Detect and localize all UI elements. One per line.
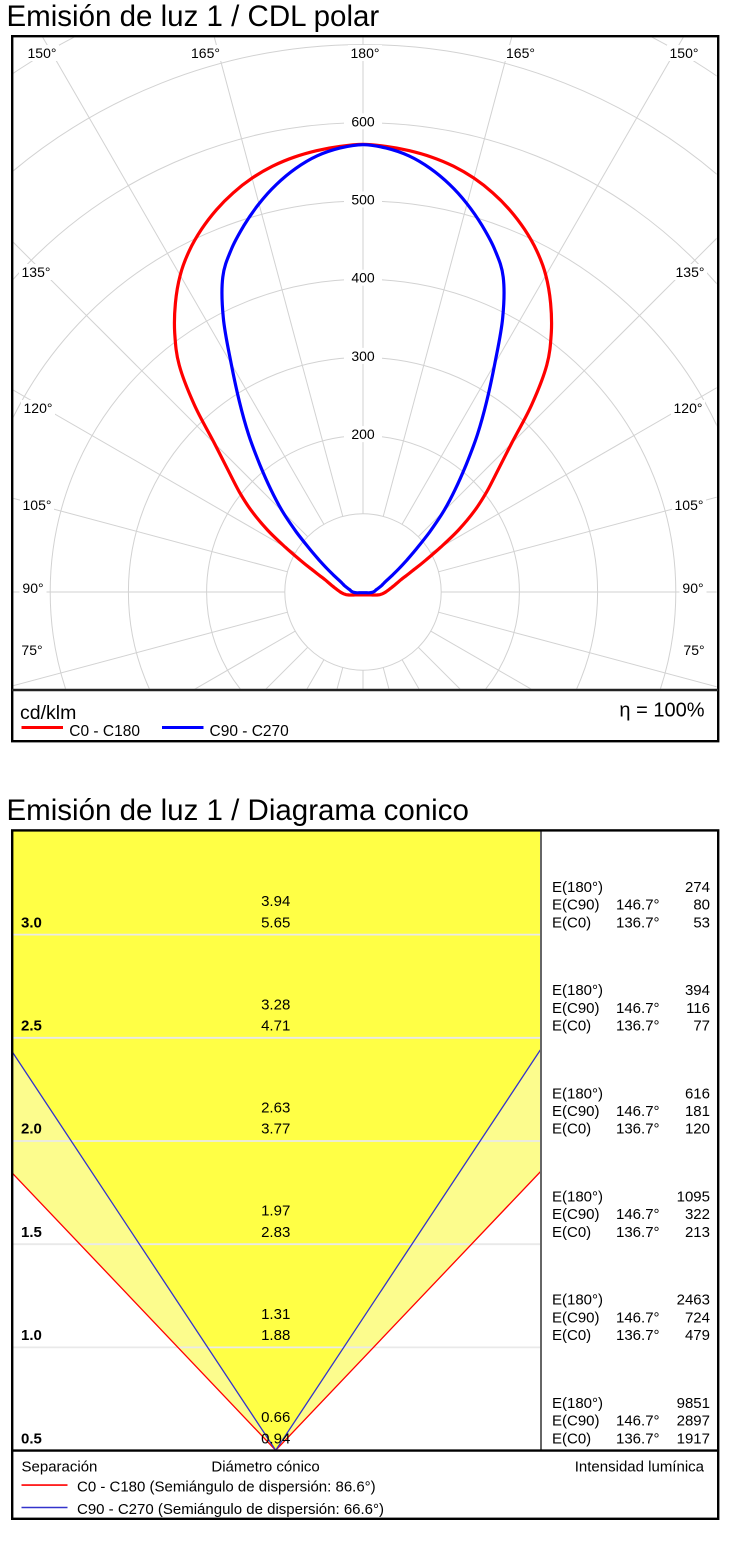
svg-text:394: 394 [685, 982, 710, 999]
svg-text:1917: 1917 [677, 1430, 710, 1447]
svg-text:180°: 180° [351, 45, 380, 61]
svg-text:C0 - C180 (Semiángulo de dispe: C0 - C180 (Semiángulo de dispersión: 86.… [77, 1478, 376, 1495]
svg-text:135°: 135° [22, 264, 51, 280]
svg-text:322: 322 [685, 1206, 710, 1223]
svg-text:E(C90): E(C90) [552, 1413, 600, 1430]
svg-text:2897: 2897 [677, 1413, 710, 1430]
svg-text:146.7°: 146.7° [616, 1000, 660, 1017]
svg-text:1.5: 1.5 [21, 1224, 42, 1241]
svg-text:E(C90): E(C90) [552, 897, 600, 914]
svg-text:1.0: 1.0 [21, 1327, 42, 1344]
svg-text:2.83: 2.83 [261, 1224, 290, 1241]
svg-text:C90 - C270 (Semiángulo de disp: C90 - C270 (Semiángulo de dispersión: 66… [77, 1501, 384, 1518]
svg-text:136.7°: 136.7° [616, 1224, 660, 1241]
svg-text:77: 77 [693, 1018, 710, 1035]
svg-text:136.7°: 136.7° [616, 1121, 660, 1138]
svg-text:80: 80 [693, 897, 710, 914]
svg-text:136.7°: 136.7° [616, 914, 660, 931]
svg-text:274: 274 [685, 879, 710, 896]
svg-text:120°: 120° [674, 400, 703, 416]
svg-text:E(180°): E(180°) [552, 1189, 603, 1206]
svg-text:Diámetro cónico: Diámetro cónico [211, 1459, 319, 1476]
svg-text:E(C0): E(C0) [552, 1430, 591, 1447]
svg-text:200: 200 [351, 426, 375, 442]
svg-text:75°: 75° [21, 642, 42, 658]
svg-text:E(180°): E(180°) [552, 1292, 603, 1309]
svg-text:146.7°: 146.7° [616, 897, 660, 914]
svg-text:2463: 2463 [677, 1292, 710, 1309]
svg-text:136.7°: 136.7° [616, 1018, 660, 1035]
svg-text:E(C0): E(C0) [552, 1224, 591, 1241]
svg-text:135°: 135° [676, 264, 705, 280]
svg-text:E(C0): E(C0) [552, 1121, 591, 1138]
svg-text:E(C90): E(C90) [552, 1309, 600, 1326]
svg-text:3.0: 3.0 [21, 914, 42, 931]
svg-text:E(C90): E(C90) [552, 1103, 600, 1120]
svg-text:479: 479 [685, 1327, 710, 1344]
svg-text:120: 120 [685, 1121, 710, 1138]
svg-text:150°: 150° [28, 45, 57, 61]
svg-text:1.97: 1.97 [261, 1203, 290, 1220]
svg-text:600: 600 [351, 113, 375, 129]
svg-text:9851: 9851 [677, 1395, 710, 1412]
svg-text:C0 - C180: C0 - C180 [69, 723, 140, 740]
svg-text:5.65: 5.65 [261, 914, 290, 931]
svg-text:E(180°): E(180°) [552, 1085, 603, 1102]
svg-text:75°: 75° [683, 642, 704, 658]
svg-text:3.77: 3.77 [261, 1121, 290, 1138]
svg-text:146.7°: 146.7° [616, 1206, 660, 1223]
svg-text:136.7°: 136.7° [616, 1327, 660, 1344]
svg-text:213: 213 [685, 1224, 710, 1241]
svg-text:Separación: Separación [22, 1459, 98, 1476]
svg-text:300: 300 [351, 348, 375, 364]
svg-text:90°: 90° [22, 580, 43, 596]
svg-text:116: 116 [686, 1000, 710, 1017]
svg-text:η = 100%: η = 100% [619, 700, 704, 722]
svg-text:1.31: 1.31 [261, 1306, 290, 1323]
svg-text:146.7°: 146.7° [616, 1413, 660, 1430]
svg-text:E(C0): E(C0) [552, 914, 591, 931]
svg-text:53: 53 [693, 914, 710, 931]
svg-text:105°: 105° [675, 497, 704, 513]
svg-text:cd/klm: cd/klm [20, 702, 76, 724]
svg-text:0.66: 0.66 [261, 1409, 290, 1426]
svg-text:90°: 90° [682, 580, 703, 596]
svg-text:E(C90): E(C90) [552, 1206, 600, 1223]
svg-text:165°: 165° [191, 45, 220, 61]
svg-text:0.5: 0.5 [21, 1430, 42, 1447]
svg-text:E(C0): E(C0) [552, 1327, 591, 1344]
svg-text:724: 724 [685, 1309, 710, 1326]
svg-text:C90 - C270: C90 - C270 [210, 723, 290, 740]
svg-text:120°: 120° [24, 400, 53, 416]
svg-text:136.7°: 136.7° [616, 1430, 660, 1447]
svg-text:E(180°): E(180°) [552, 982, 603, 999]
svg-text:E(C0): E(C0) [552, 1018, 591, 1035]
svg-text:4.71: 4.71 [261, 1018, 290, 1035]
svg-text:165°: 165° [506, 45, 535, 61]
svg-text:150°: 150° [670, 45, 699, 61]
svg-text:E(C90): E(C90) [552, 1000, 600, 1017]
svg-text:2.63: 2.63 [261, 1100, 290, 1117]
svg-text:616: 616 [685, 1085, 710, 1102]
svg-text:2.0: 2.0 [21, 1121, 42, 1138]
svg-text:3.94: 3.94 [261, 893, 290, 910]
svg-text:1095: 1095 [677, 1189, 710, 1206]
svg-text:E(180°): E(180°) [552, 1395, 603, 1412]
svg-text:146.7°: 146.7° [616, 1309, 660, 1326]
svg-text:Emisión de luz 1 / CDL polar: Emisión de luz 1 / CDL polar [7, 0, 380, 33]
svg-text:500: 500 [351, 192, 375, 208]
svg-text:1.88: 1.88 [261, 1327, 290, 1344]
svg-text:181: 181 [685, 1103, 710, 1120]
svg-text:146.7°: 146.7° [616, 1103, 660, 1120]
svg-text:0.94: 0.94 [261, 1430, 290, 1447]
svg-text:Emisión de luz 1 / Diagrama co: Emisión de luz 1 / Diagrama conico [7, 794, 469, 827]
svg-text:2.5: 2.5 [21, 1018, 42, 1035]
svg-text:105°: 105° [23, 497, 52, 513]
svg-text:400: 400 [351, 270, 375, 286]
svg-text:E(180°): E(180°) [552, 879, 603, 896]
svg-text:Intensidad lumínica: Intensidad lumínica [575, 1459, 705, 1476]
svg-text:3.28: 3.28 [261, 996, 290, 1013]
